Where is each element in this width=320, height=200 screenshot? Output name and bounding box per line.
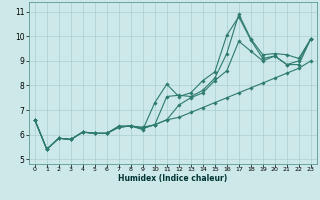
- X-axis label: Humidex (Indice chaleur): Humidex (Indice chaleur): [118, 174, 228, 183]
